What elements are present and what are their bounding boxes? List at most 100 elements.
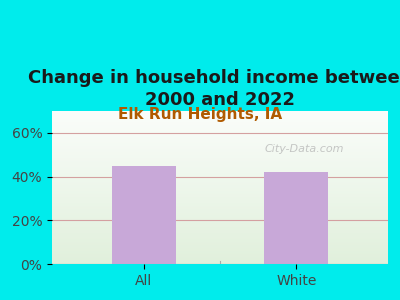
Bar xyxy=(52,174,388,175)
Bar xyxy=(52,128,388,129)
Bar xyxy=(52,197,388,198)
Bar xyxy=(52,163,388,164)
Bar xyxy=(52,226,388,227)
Bar xyxy=(52,233,388,234)
Bar xyxy=(52,183,388,184)
Bar xyxy=(52,181,388,182)
Bar xyxy=(52,228,388,229)
Bar xyxy=(52,227,388,228)
Bar xyxy=(52,222,388,223)
Bar xyxy=(52,225,388,226)
Bar xyxy=(52,153,388,154)
Bar xyxy=(52,246,388,247)
Bar xyxy=(52,255,388,256)
Bar xyxy=(52,126,388,127)
Bar xyxy=(52,180,388,181)
Bar xyxy=(52,184,388,185)
Bar xyxy=(52,212,388,213)
Bar xyxy=(52,248,388,249)
Bar xyxy=(52,259,388,260)
Bar xyxy=(52,207,388,208)
Bar xyxy=(52,137,388,138)
Bar xyxy=(52,195,388,196)
Bar xyxy=(52,244,388,245)
Bar xyxy=(52,252,388,253)
Bar xyxy=(52,143,388,144)
Bar xyxy=(52,219,388,220)
Bar xyxy=(52,187,388,188)
Bar xyxy=(52,111,388,112)
Bar xyxy=(52,229,388,230)
Bar xyxy=(52,162,388,163)
Bar xyxy=(52,135,388,136)
Bar xyxy=(52,251,388,252)
Bar xyxy=(52,192,388,193)
Bar xyxy=(52,169,388,170)
Bar xyxy=(52,178,388,179)
Bar xyxy=(52,160,388,161)
Bar xyxy=(52,130,388,131)
Bar xyxy=(52,236,388,237)
Bar xyxy=(52,194,388,195)
Bar xyxy=(52,213,388,214)
Bar xyxy=(52,256,388,257)
Bar xyxy=(52,247,388,248)
Bar xyxy=(52,156,388,157)
Bar xyxy=(52,138,388,139)
Bar xyxy=(52,190,388,191)
Bar xyxy=(52,254,388,255)
Bar xyxy=(52,134,388,135)
Bar xyxy=(52,146,388,147)
Bar xyxy=(52,121,388,122)
Bar xyxy=(52,158,388,159)
Bar xyxy=(52,202,388,203)
Bar xyxy=(52,232,388,233)
Bar xyxy=(52,258,388,259)
Bar xyxy=(52,188,388,189)
Bar xyxy=(52,242,388,243)
Bar xyxy=(52,189,388,190)
Bar xyxy=(52,234,388,235)
Bar xyxy=(52,115,388,116)
Bar xyxy=(52,145,388,146)
Bar xyxy=(52,179,388,180)
Bar xyxy=(52,117,388,118)
Bar xyxy=(52,136,388,137)
Bar xyxy=(52,148,388,149)
Bar xyxy=(52,151,388,152)
Bar xyxy=(52,133,388,134)
Bar xyxy=(52,230,388,231)
Bar xyxy=(52,221,388,222)
Bar xyxy=(52,235,388,236)
Bar xyxy=(52,211,388,212)
Bar xyxy=(52,209,388,210)
Bar xyxy=(52,122,388,123)
Bar xyxy=(52,139,388,140)
Bar xyxy=(52,214,388,215)
Bar xyxy=(52,204,388,205)
Bar xyxy=(52,152,388,153)
Bar xyxy=(52,245,388,246)
Bar xyxy=(52,261,388,262)
Bar xyxy=(52,263,388,264)
Bar xyxy=(52,206,388,207)
Bar xyxy=(52,224,388,225)
Bar xyxy=(52,201,388,202)
Bar xyxy=(52,168,388,169)
Bar xyxy=(52,217,388,218)
Bar xyxy=(52,166,388,167)
Bar xyxy=(52,161,388,162)
Bar xyxy=(52,132,388,133)
Bar xyxy=(52,165,388,166)
Bar xyxy=(52,231,388,232)
Bar xyxy=(52,124,388,125)
Bar xyxy=(52,113,388,114)
Bar xyxy=(52,116,388,117)
Bar xyxy=(52,205,388,206)
Bar xyxy=(52,257,388,258)
Bar xyxy=(52,157,388,158)
Bar xyxy=(52,198,388,199)
Bar xyxy=(52,262,388,263)
Bar xyxy=(52,237,388,238)
Bar xyxy=(52,185,388,186)
